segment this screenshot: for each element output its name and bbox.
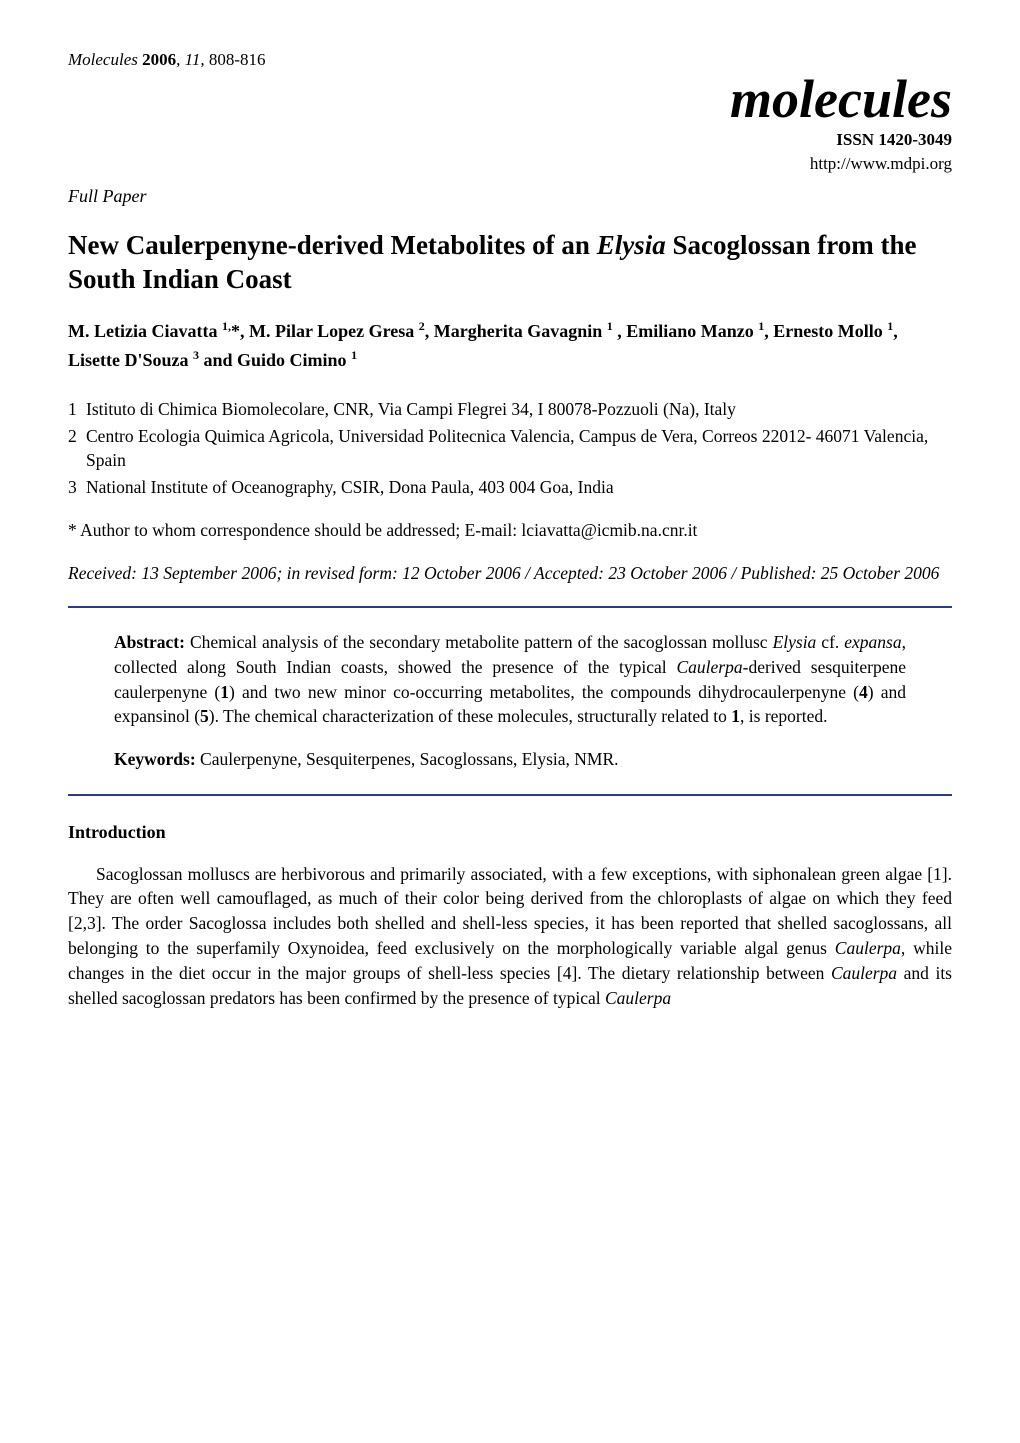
affiliation-number: 1 (68, 397, 86, 422)
rule-bottom (68, 794, 952, 796)
corresponding-author: * Author to whom correspondence should b… (68, 518, 952, 543)
keywords-paragraph: Keywords: Caulerpenyne, Sesquiterpenes, … (114, 747, 906, 772)
abstract-paragraph: Abstract: Chemical analysis of the secon… (114, 630, 906, 729)
affiliation-number: 3 (68, 475, 86, 500)
intro-paragraph: Sacoglossan molluscs are herbivorous and… (68, 862, 952, 1011)
abstract-block: Abstract: Chemical analysis of the secon… (68, 608, 952, 794)
journal-volume: 11 (185, 50, 201, 69)
journal-pages: 808-816 (209, 50, 266, 69)
affiliation-text: Centro Ecologia Quimica Agricola, Univer… (86, 424, 952, 474)
keywords-label: Keywords: (114, 749, 196, 769)
affiliation-number: 2 (68, 424, 86, 474)
journal-logo: molecules (68, 72, 952, 126)
journal-url: http://www.mdpi.org (68, 152, 952, 176)
issn-label: ISSN 1420-3049 (68, 128, 952, 152)
article-dates: Received: 13 September 2006; in revised … (68, 561, 952, 586)
journal-year: 2006 (142, 50, 176, 69)
keywords-text: Caulerpenyne, Sesquiterpenes, Sacoglossa… (200, 749, 618, 769)
masthead: molecules ISSN 1420-3049 http://www.mdpi… (68, 72, 952, 176)
article-title: New Caulerpenyne-derived Metabolites of … (68, 228, 952, 297)
abstract-label: Abstract: (114, 632, 185, 652)
affiliations: 1 Istituto di Chimica Biomolecolare, CNR… (68, 397, 952, 500)
affiliation-row: 2 Centro Ecologia Quimica Agricola, Univ… (68, 424, 952, 474)
affiliation-text: Istituto di Chimica Biomolecolare, CNR, … (86, 397, 736, 422)
authors-line: M. Letizia Ciavatta 1,*, M. Pilar Lopez … (68, 317, 952, 375)
affiliation-text: National Institute of Oceanography, CSIR… (86, 475, 614, 500)
abstract-text: Chemical analysis of the secondary metab… (114, 632, 906, 727)
paper-type: Full Paper (68, 184, 952, 210)
affiliation-row: 1 Istituto di Chimica Biomolecolare, CNR… (68, 397, 952, 422)
affiliation-row: 3 National Institute of Oceanography, CS… (68, 475, 952, 500)
section-heading: Introduction (68, 820, 952, 846)
journal-name: Molecules (68, 50, 138, 69)
